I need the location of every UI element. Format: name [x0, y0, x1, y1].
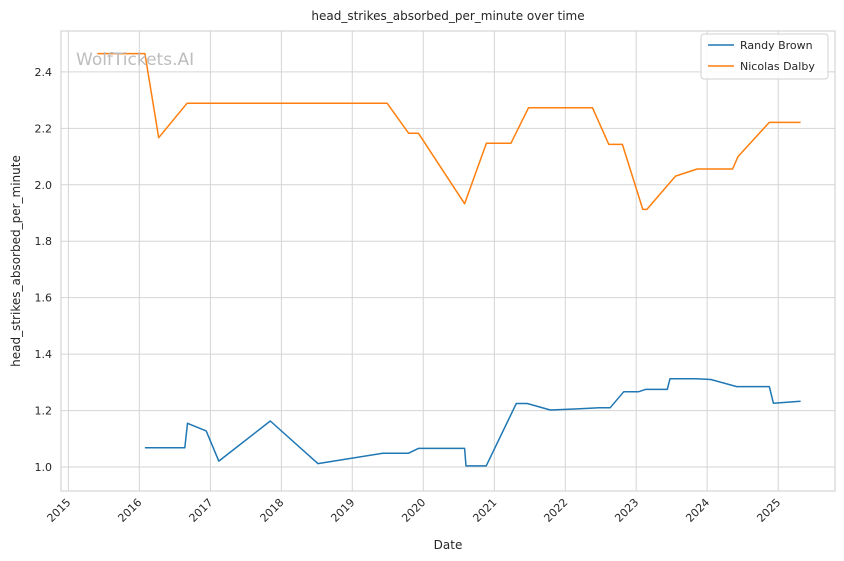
- chart-title: head_strikes_absorbed_per_minute over ti…: [311, 9, 584, 23]
- y-tick-label: 1.4: [35, 348, 53, 361]
- series-nicolas-dalby: [97, 52, 801, 211]
- y-tick-label: 1.8: [35, 235, 53, 248]
- legend-label-randy-brown: Randy Brown: [740, 39, 813, 52]
- series-line-randy-brown: [144, 377, 801, 467]
- y-tick-label: 2.4: [35, 66, 53, 79]
- y-tick-label: 2.2: [35, 122, 53, 135]
- series-layer: [97, 52, 801, 467]
- plot-frame: [60, 30, 836, 492]
- watermark-text: WolfTickets.AI: [76, 50, 194, 70]
- series-randy-brown: [144, 377, 801, 467]
- y-tick-label: 1.2: [35, 405, 53, 418]
- grid: [61, 31, 835, 491]
- legend-label-nicolas-dalby: Nicolas Dalby: [740, 60, 815, 73]
- y-tick-label: 1.0: [35, 461, 53, 474]
- series-line-nicolas-dalby: [97, 52, 801, 211]
- y-axis: 1.0 1.2 1.4 1.6 1.8 2.0 2.2 2.4: [35, 66, 53, 474]
- y-axis-title: head_strikes_absorbed_per_minute: [9, 155, 23, 367]
- y-tick-label: 1.6: [35, 292, 53, 305]
- y-tick-label: 2.0: [35, 179, 53, 192]
- x-axis-title: Date: [434, 538, 463, 552]
- legend: Randy Brown Nicolas Dalby: [700, 33, 829, 80]
